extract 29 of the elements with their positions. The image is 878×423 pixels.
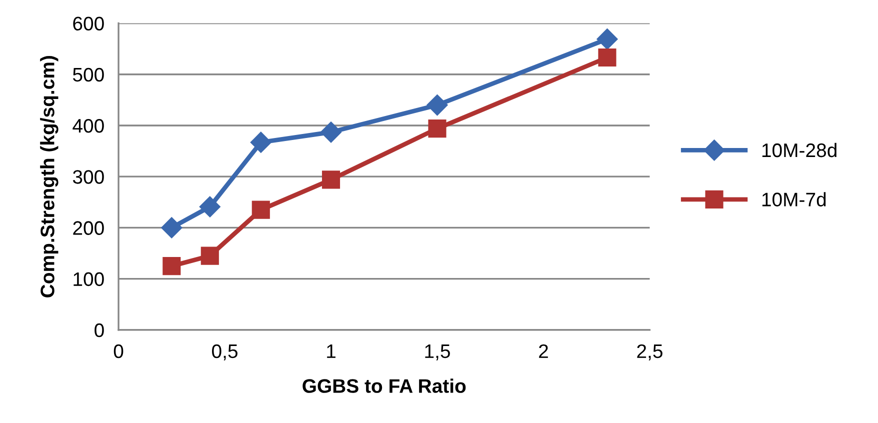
point (596, 28, 618, 50)
y-tick-label: 300 (72, 170, 104, 184)
point (428, 120, 446, 138)
x-tick-label: 2 (539, 344, 548, 358)
y-axis-title: Comp.Strength (kg/sq.cm) (40, 56, 58, 298)
x-tick-label: 1 (327, 344, 336, 358)
point (322, 170, 340, 189)
x-tick-label: 1,5 (425, 344, 450, 360)
legend-label: 10M-28d (762, 142, 836, 158)
x-tick-label: 2,5 (637, 344, 662, 360)
legend-label: 10M-7d (762, 192, 826, 206)
x-tick-label: 0 (114, 344, 124, 358)
y-tick-label: 500 (72, 68, 104, 82)
point (161, 217, 182, 238)
y-tick-label: 600 (73, 16, 104, 30)
point (199, 196, 220, 218)
x-tick-label: 0,5 (212, 344, 238, 360)
y-tick-label: 200 (73, 221, 104, 235)
point (252, 200, 270, 219)
point (320, 122, 342, 143)
point (598, 48, 616, 67)
point (162, 257, 181, 276)
x-axis-title: GGBS to FA Ratio (302, 378, 466, 393)
point (200, 246, 219, 265)
point (426, 94, 448, 116)
y-tick-label: 0 (94, 323, 104, 338)
point (250, 132, 272, 153)
y-tick-label: 400 (72, 118, 104, 133)
y-tick-label: 100 (74, 272, 104, 286)
